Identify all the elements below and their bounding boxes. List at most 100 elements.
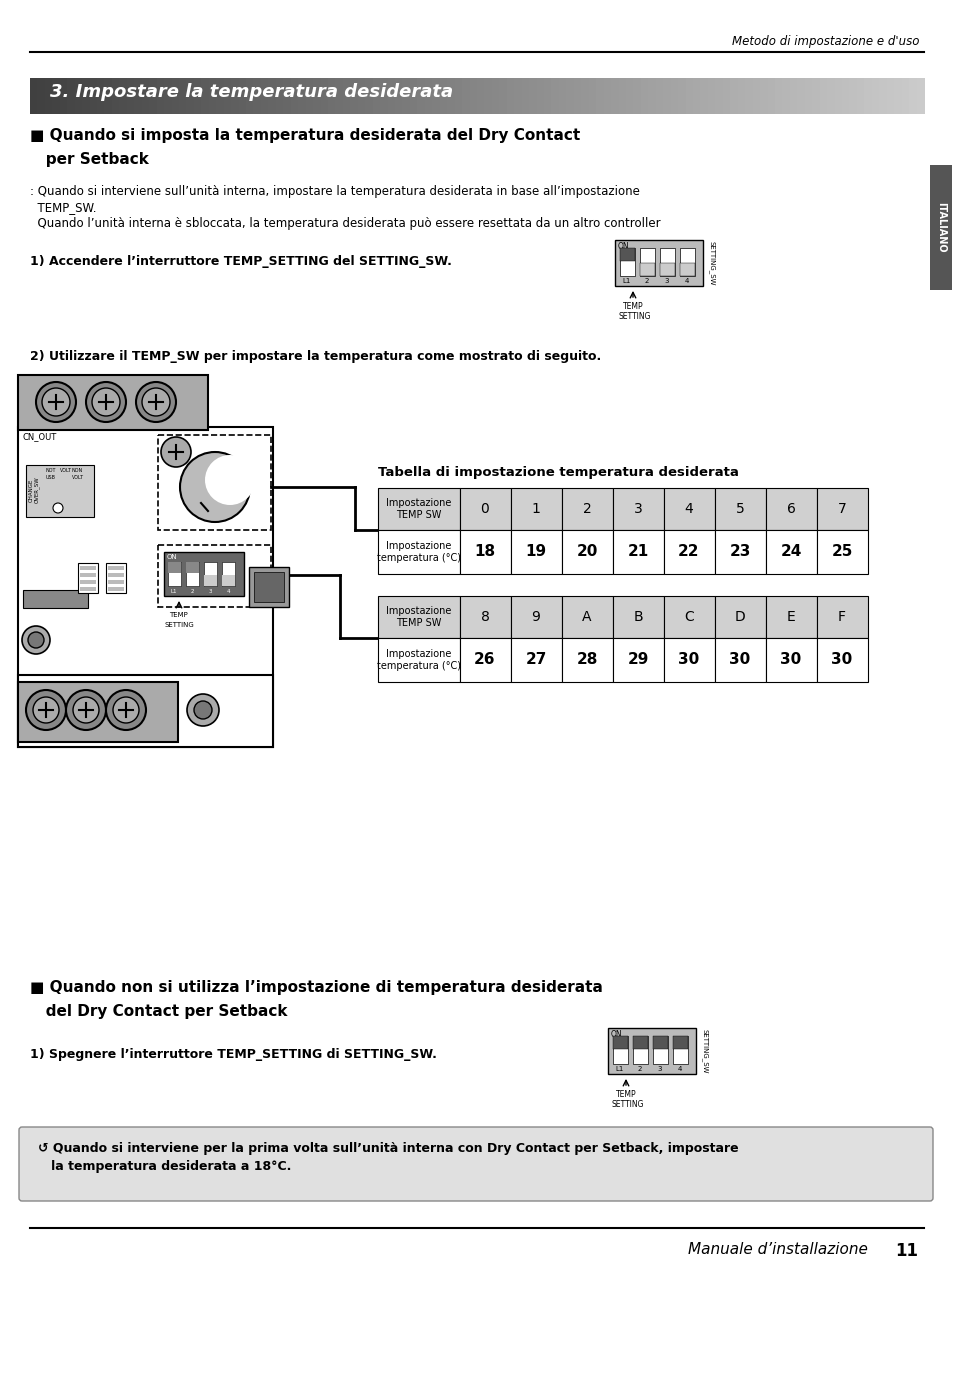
Text: 3: 3 [664,279,669,284]
Bar [722,78,731,113]
Text: SETTING: SETTING [165,622,194,629]
Bar [730,78,738,113]
Bar [672,1036,687,1049]
Text: ■ Quando non si utilizza l’impostazione di temperatura desiderata: ■ Quando non si utilizza l’impostazione … [30,980,602,995]
Bar [679,263,695,276]
Bar [80,573,96,577]
Bar [379,78,388,113]
Text: 19: 19 [525,545,546,560]
Bar [158,435,271,531]
Bar [82,78,91,113]
Bar [193,78,202,113]
Text: 8: 8 [480,610,489,624]
Circle shape [106,690,146,729]
Bar [670,78,679,113]
Bar [168,561,181,587]
Bar [253,78,262,113]
Bar [164,552,244,596]
Bar [663,638,714,682]
Bar [816,596,867,638]
Text: 1) Accendere l’interruttore TEMP_SETTING del SETTING_SW.: 1) Accendere l’interruttore TEMP_SETTING… [30,255,452,267]
Bar [105,78,112,113]
Bar [760,78,768,113]
Text: 4: 4 [226,589,230,594]
Text: Impostazione
TEMP SW: Impostazione TEMP SW [386,498,451,519]
Bar [652,1036,667,1049]
Bar [841,78,850,113]
Text: CN_OUT: CN_OUT [23,433,57,441]
Bar [856,78,864,113]
Text: 4: 4 [684,503,693,517]
Text: 20: 20 [576,545,598,560]
Bar [201,78,210,113]
Bar [596,78,604,113]
Bar [275,78,284,113]
Bar [283,78,292,113]
Bar [127,78,135,113]
Bar [511,638,561,682]
Bar [67,78,75,113]
Text: 2) Utilizzare il TEMP_SW per impostare la temperatura come mostrato di seguito.: 2) Utilizzare il TEMP_SW per impostare l… [30,350,600,363]
Bar [551,78,559,113]
Bar [179,78,187,113]
Bar [588,78,597,113]
Bar [678,78,686,113]
Text: ON: ON [610,1030,622,1039]
Text: 30: 30 [729,652,750,668]
Bar [313,78,321,113]
Text: ON: ON [167,554,177,560]
Bar [291,78,299,113]
Text: 0: 0 [480,503,489,517]
Bar [108,566,124,570]
Bar [652,1036,667,1064]
Bar [26,465,94,517]
Bar [879,78,887,113]
Bar [765,489,816,531]
Bar [261,78,269,113]
Text: VOLT: VOLT [60,468,72,473]
Bar [886,78,894,113]
Text: 27: 27 [525,652,546,668]
Bar [863,78,872,113]
Bar [613,1036,627,1049]
Text: 30: 30 [830,652,852,668]
Bar [74,78,83,113]
Bar [168,561,181,573]
Bar [916,78,924,113]
Text: SETTING: SETTING [612,1100,644,1109]
Bar [186,561,199,587]
Text: 3: 3 [633,503,641,517]
Text: Quando l’unità interna è sbloccata, la temperatura desiderata può essere resetta: Quando l’unità interna è sbloccata, la t… [30,217,659,230]
Bar [663,596,714,638]
Bar [268,78,276,113]
Text: 2: 2 [638,1065,641,1072]
Bar [744,78,753,113]
Circle shape [142,388,170,416]
Bar [580,78,589,113]
Text: 25: 25 [830,545,852,560]
Bar [615,239,702,286]
Bar [18,675,273,748]
Bar [402,78,411,113]
Text: 11: 11 [894,1242,917,1260]
Bar [108,587,124,591]
Bar [238,78,247,113]
Text: 2: 2 [190,589,193,594]
Text: ■ Quando si imposta la temperatura desiderata del Dry Contact: ■ Quando si imposta la temperatura desid… [30,127,579,143]
Bar [459,489,511,531]
Bar [119,78,128,113]
Bar [106,563,126,594]
Text: A: A [581,610,591,624]
Bar [639,263,655,276]
Bar [80,580,96,584]
Text: Manuale d’installazione: Manuale d’installazione [687,1242,867,1257]
Bar [134,78,143,113]
Text: ON: ON [618,242,629,251]
Bar [459,596,511,638]
Bar [365,78,374,113]
Bar [619,248,635,260]
Bar [204,575,216,587]
Text: D: D [734,610,744,624]
Circle shape [28,631,44,648]
Circle shape [66,690,106,729]
